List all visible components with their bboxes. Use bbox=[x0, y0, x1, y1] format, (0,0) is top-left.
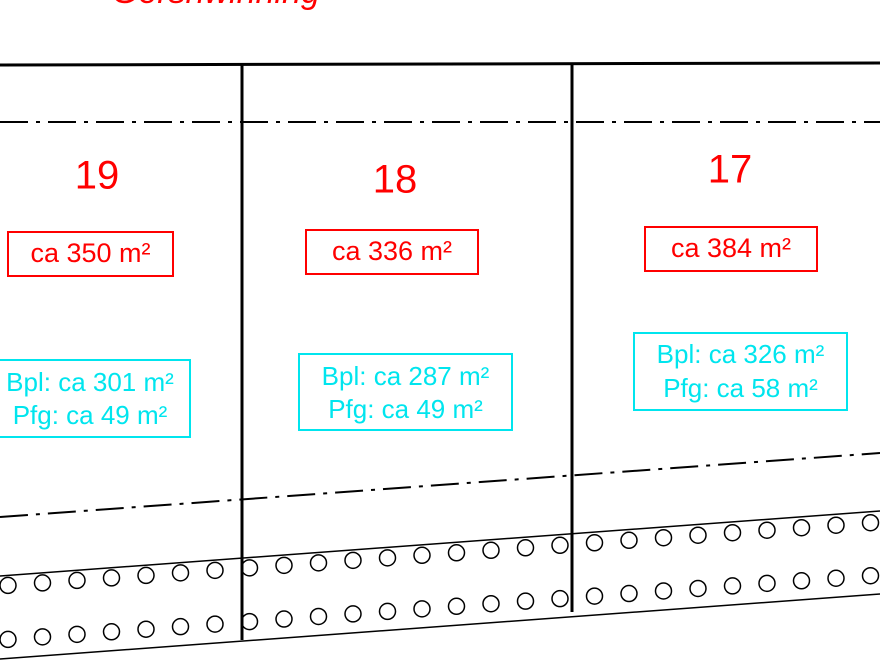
hedge-circle bbox=[861, 513, 880, 532]
hedge-circle bbox=[620, 531, 638, 550]
area-box bbox=[305, 229, 479, 275]
hedge-circle bbox=[551, 536, 569, 555]
hedge-circle bbox=[102, 623, 121, 641]
lot-number: 17 bbox=[708, 148, 753, 192]
hedge-circle bbox=[654, 528, 673, 547]
hedge-circle bbox=[482, 594, 500, 613]
lot-number: 18 bbox=[373, 158, 418, 202]
parking-area: Pfg: ca 49 m² bbox=[13, 400, 168, 430]
hedge-circle bbox=[758, 521, 776, 539]
hedge-circle bbox=[68, 571, 86, 590]
parking-area: Pfg: ca 49 m² bbox=[328, 394, 483, 424]
hedge-circle bbox=[723, 523, 742, 542]
hedge-circle bbox=[516, 592, 535, 610]
building-area: Bpl: ca 301 m² bbox=[6, 367, 174, 397]
hedge-circle bbox=[171, 564, 190, 582]
hedge-circle bbox=[516, 539, 535, 557]
hedge-circle bbox=[792, 572, 811, 590]
hedge-circle bbox=[378, 602, 397, 621]
lot-area: ca 384 m² bbox=[671, 233, 791, 263]
hedge-circle bbox=[689, 526, 707, 544]
usage-box bbox=[298, 353, 513, 431]
hedge-circle bbox=[240, 612, 259, 631]
hedge-circle bbox=[275, 610, 293, 628]
hedge-circle bbox=[654, 582, 673, 600]
hedge-circle bbox=[309, 607, 328, 626]
building-area: Bpl: ca 326 m² bbox=[657, 339, 825, 369]
plan-title: Gershwinning bbox=[112, 0, 320, 11]
boundary-line bbox=[0, 61, 880, 67]
hedge-circle bbox=[585, 534, 604, 552]
hedge-circle bbox=[171, 617, 190, 636]
strip-line bbox=[0, 593, 880, 660]
hedge-circle bbox=[758, 574, 776, 593]
hedge-circle bbox=[447, 544, 466, 562]
hedge-circle bbox=[447, 597, 466, 616]
hedge-circle bbox=[68, 625, 86, 644]
building-line bbox=[0, 452, 880, 518]
hedge-circle bbox=[206, 561, 224, 580]
usage-box bbox=[633, 332, 848, 411]
hedge-circle bbox=[792, 518, 811, 537]
hedge-circle bbox=[827, 516, 845, 534]
hedge-circle bbox=[275, 556, 293, 575]
lot-area: ca 350 m² bbox=[30, 238, 150, 268]
usage-box bbox=[0, 359, 191, 438]
hedge-circle bbox=[378, 549, 397, 567]
building-area: Bpl: ca 287 m² bbox=[322, 361, 490, 391]
hedge-circle bbox=[482, 541, 500, 560]
hedge-circle bbox=[723, 577, 742, 595]
hedge-circle bbox=[827, 569, 845, 587]
hedge-circle bbox=[861, 566, 880, 585]
plot-lines bbox=[0, 61, 880, 660]
strip-line bbox=[0, 510, 880, 577]
hedge-circle bbox=[0, 576, 17, 595]
hedge-circle bbox=[413, 600, 431, 618]
hedge-circle bbox=[33, 574, 52, 592]
area-box bbox=[7, 231, 174, 277]
hedge-circle bbox=[309, 554, 328, 572]
hedge-circle bbox=[413, 546, 431, 565]
lot-area: ca 336 m² bbox=[332, 236, 452, 266]
hedge-circle bbox=[585, 587, 604, 605]
hedge-circle bbox=[344, 551, 362, 570]
hedge-circle bbox=[102, 569, 121, 587]
lot-number: 19 bbox=[75, 154, 120, 198]
hedge-circle bbox=[344, 605, 362, 623]
hedge-circle bbox=[689, 579, 707, 598]
hedge-circle bbox=[240, 559, 259, 577]
hedge-circle bbox=[0, 630, 17, 649]
hedge-circle bbox=[206, 615, 224, 633]
hedge-circle bbox=[33, 628, 52, 646]
hedge-circle bbox=[137, 620, 155, 638]
area-box bbox=[644, 226, 818, 272]
parking-area: Pfg: ca 58 m² bbox=[663, 373, 818, 403]
hedge-circles bbox=[0, 513, 880, 649]
hedge-circle bbox=[137, 566, 155, 585]
hedge-circle bbox=[620, 584, 638, 603]
hedge-circle bbox=[551, 589, 569, 608]
